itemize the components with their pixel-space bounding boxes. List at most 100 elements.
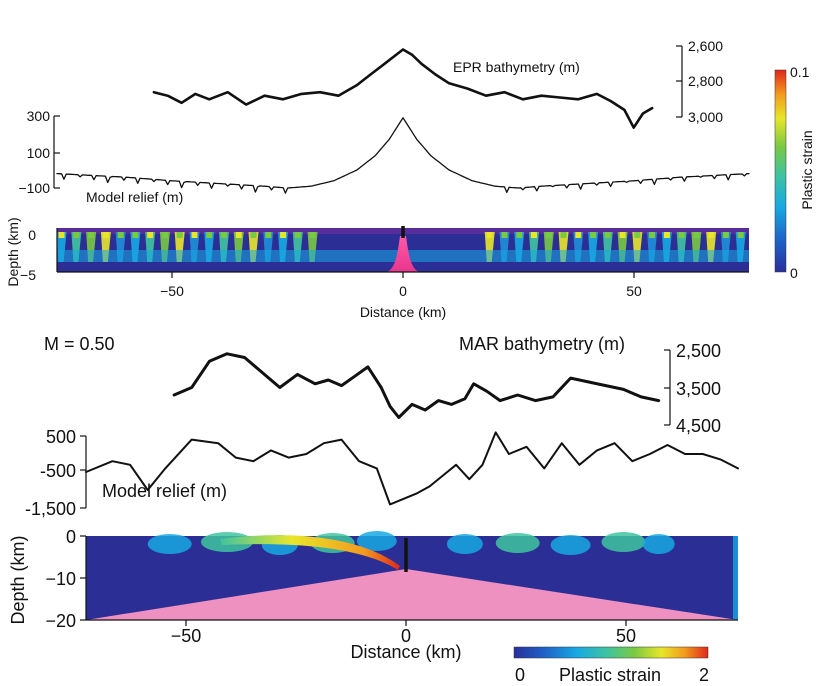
top-distance-axis: −50 0 50 Distance (km)	[57, 271, 749, 320]
bottom-depth-tick: −10	[45, 569, 76, 589]
strain-finger-tip	[663, 232, 670, 238]
strain-finger-tip	[604, 232, 611, 238]
strain-finger-tip	[619, 232, 626, 238]
strain-blob	[550, 535, 591, 555]
strain-finger-tip	[117, 232, 124, 238]
bottom-bathy-label: MAR bathymetry (m)	[459, 334, 625, 354]
top-bathy-axis: 2,600 2,800 3,000	[676, 38, 723, 125]
strain-finger-tip	[737, 232, 744, 238]
strain-finger-tip	[590, 232, 597, 238]
top-x-tick: 50	[626, 283, 642, 299]
bottom-colorbar: 0 Plastic strain 2	[513, 646, 709, 685]
strain-finger-tip	[678, 232, 685, 238]
strain-finger-tip	[516, 232, 523, 238]
top-bathymetry-line	[152, 48, 654, 129]
strain-finger-tip	[693, 232, 700, 238]
top-colorbar-label: Plastic strain	[799, 130, 815, 209]
strain-finger-tip	[206, 232, 213, 238]
top-model-relief-line	[56, 117, 750, 194]
top-panel: EPR bathymetry (m) 2,600 2,800 3,000 Mod…	[5, 38, 815, 320]
bottom-x-tick: 50	[616, 626, 636, 646]
strain-finger-tip	[102, 232, 109, 238]
strain-finger-tip	[708, 232, 715, 238]
bottom-depth-tick: −20	[45, 611, 76, 631]
strain-finger-tip	[250, 232, 257, 238]
top-relief-label: Model relief (m)	[86, 189, 183, 205]
strain-finger-tip	[649, 232, 656, 238]
strain-finger-tip	[265, 232, 272, 238]
strain-finger-tip	[235, 232, 242, 238]
top-colorbar-max: 0.1	[790, 64, 810, 80]
bottom-bathy-axis: 2,500 3,500 4,500	[664, 341, 721, 436]
top-depth-tick: −5	[20, 267, 36, 283]
bottom-x-tick: 0	[401, 626, 411, 646]
strain-finger-tip	[531, 232, 537, 238]
strain-finger-tip	[309, 232, 316, 238]
bottom-distance-axis: −50 0 50 Distance (km)	[86, 619, 738, 662]
strain-blob	[601, 532, 646, 552]
strain-finger-tip	[162, 232, 168, 238]
strain-finger-tip	[560, 232, 567, 238]
bottom-bathy-tick: 2,500	[676, 341, 721, 361]
top-relief-tick: 300	[27, 108, 51, 124]
top-colorbar: 0.1 0 Plastic strain	[774, 64, 815, 281]
strain-finger-tip	[176, 232, 183, 238]
bottom-strain-field	[86, 531, 738, 620]
top-x-tick: 0	[399, 283, 407, 299]
top-strain-field	[56, 226, 749, 272]
top-relief-tick: −100	[18, 180, 50, 196]
top-bathy-tick: 3,000	[688, 109, 723, 125]
strain-finger-tip	[191, 232, 198, 238]
strain-finger-tip	[294, 232, 301, 238]
strain-finger-tip	[221, 232, 227, 238]
bottom-relief-axis: 500 -500 -1,500	[25, 427, 87, 519]
strain-blob	[356, 531, 397, 551]
strain-blob	[446, 534, 483, 554]
bottom-depth-label: Depth (km)	[8, 535, 28, 624]
model-parameter-annotation: M = 0.50	[44, 334, 115, 354]
top-colorbar-min: 0	[790, 265, 798, 281]
bottom-x-label: Distance (km)	[350, 642, 461, 662]
top-depth-tick: 0	[28, 227, 36, 243]
bottom-relief-tick: -1,500	[25, 499, 76, 519]
bottom-panel: M = 0.50 MAR bathymetry (m) 2,500 3,500 …	[8, 334, 739, 685]
top-bathy-tick: 2,800	[688, 73, 723, 89]
strain-blob	[495, 533, 540, 553]
top-depth-axis: 0 −5 Depth (km)	[5, 217, 58, 287]
strain-finger-tip	[501, 232, 508, 238]
strain-finger-tip	[58, 232, 65, 238]
top-depth-label: Depth (km)	[5, 217, 21, 286]
top-x-tick: −50	[160, 283, 184, 299]
bottom-bathymetry-line	[172, 352, 661, 419]
top-relief-axis: 300 100 −100	[18, 108, 60, 196]
bottom-bathy-tick: 3,500	[676, 379, 721, 399]
strain-finger-tip	[634, 232, 641, 238]
top-melt-region	[386, 236, 420, 272]
bottom-model-relief-line	[85, 431, 739, 506]
top-x-label: Distance (km)	[360, 304, 446, 320]
bottom-x-tick: −50	[171, 626, 202, 646]
top-bathy-tick: 2,600	[688, 38, 723, 54]
strain-blob	[147, 534, 192, 554]
strain-finger-tip	[147, 232, 154, 238]
strain-finger-tip	[486, 232, 493, 238]
strain-finger-tip	[722, 232, 729, 238]
bottom-depth-tick: 0	[66, 527, 76, 547]
strain-finger-tip	[73, 232, 80, 238]
bottom-relief-tick: 500	[46, 427, 76, 447]
bottom-relief-tick: -500	[40, 461, 76, 481]
bottom-bathy-tick: 4,500	[676, 416, 721, 436]
bottom-relief-label: Model relief (m)	[102, 481, 227, 501]
bottom-colorbar-label: Plastic strain	[559, 665, 661, 685]
strain-finger-tip	[280, 232, 287, 238]
top-bathy-label: EPR bathymetry (m)	[453, 59, 580, 75]
strain-finger-tip	[545, 232, 552, 238]
strain-finger-tip	[88, 232, 95, 238]
bottom-depth-axis: 0 −10 −20 Depth (km)	[8, 527, 87, 631]
strain-finger-tip	[132, 232, 139, 238]
bottom-shear-band	[220, 535, 400, 570]
strain-finger-tip	[575, 232, 582, 238]
bottom-melt-region	[86, 569, 738, 620]
top-relief-tick: 100	[27, 145, 51, 161]
